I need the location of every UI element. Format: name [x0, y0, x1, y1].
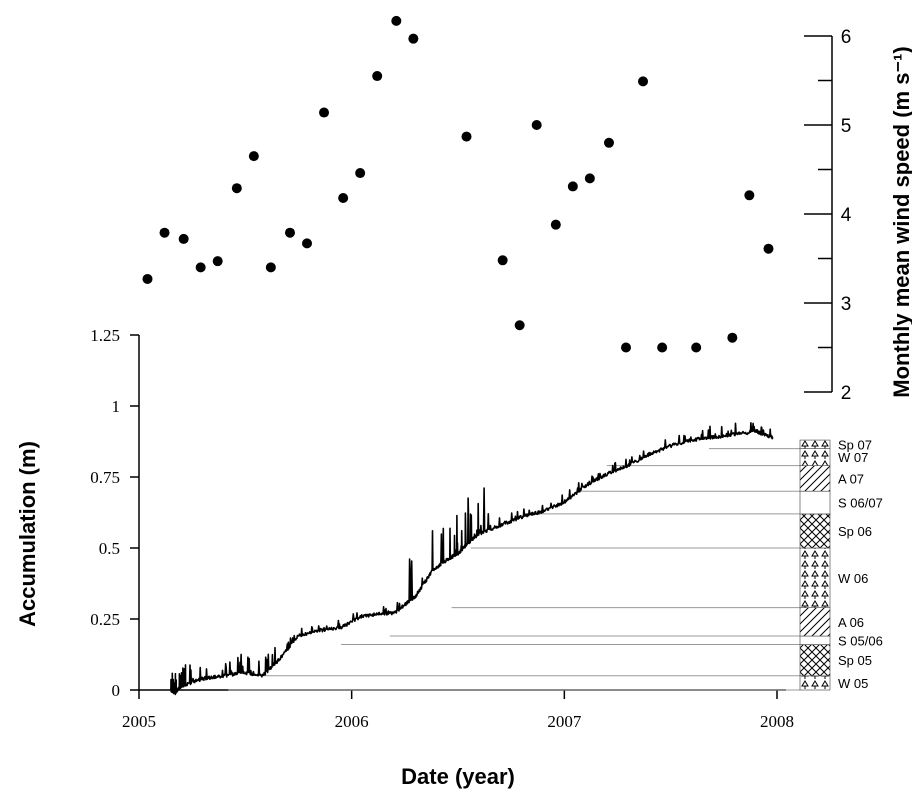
x-axis-title: Date (year) [401, 764, 515, 789]
accumulation-tick-label: 1 [112, 397, 121, 416]
wind-speed-point [531, 120, 542, 130]
season-band [799, 465, 831, 492]
wind-speed-point [248, 151, 259, 162]
wind-speed-point [621, 342, 632, 353]
wind-speed-point [408, 33, 419, 44]
wind-speed-point [603, 137, 614, 148]
wind-speed-point [265, 262, 276, 273]
wind-speed-point [212, 256, 223, 267]
season-band [799, 607, 831, 637]
wind-speed-point [372, 71, 383, 82]
wind-speed-point [302, 238, 313, 249]
accumulation-tick-label: 0 [112, 681, 121, 700]
wind-speed-point [284, 227, 295, 238]
season-band-label: S 05/06 [838, 633, 883, 648]
wind-speed-point [142, 273, 153, 284]
x-tick-label: 2006 [335, 712, 369, 731]
accumulation-line [170, 422, 774, 696]
season-band-label: Sp 07 [838, 437, 872, 452]
season-band-label: S 06/07 [838, 496, 883, 511]
wind-tick-label: 6 [841, 27, 852, 48]
wind-speed-point [355, 168, 366, 179]
season-band [799, 448, 831, 466]
wind-speed-point [497, 255, 508, 266]
wind-speed-point [691, 342, 702, 353]
wind-speed-point [567, 181, 578, 192]
season-band [799, 547, 831, 608]
accumulation-tick-label: 0.5 [99, 539, 120, 558]
wind-axis-title: Monthly mean wind speed (m s⁻¹) [889, 46, 912, 397]
wind-speed-point [638, 76, 649, 87]
x-tick-label: 2008 [760, 712, 794, 731]
wind-speed-point [178, 233, 189, 244]
x-tick-label: 2005 [122, 712, 156, 731]
season-band-label: W 07 [838, 450, 868, 465]
season-band-label: A 06 [838, 615, 864, 630]
wind-speed-point [657, 342, 668, 353]
wind-speed-point [461, 131, 472, 142]
season-band [799, 490, 831, 515]
season-band [799, 439, 831, 449]
season-band [799, 635, 831, 645]
wind-tick-label: 3 [841, 294, 852, 315]
wind-speed-point [159, 227, 170, 238]
accumulation-tick-label: 1.25 [90, 326, 120, 345]
season-band-label: W 05 [838, 676, 868, 691]
season-band-label: Sp 05 [838, 653, 872, 668]
accumulation-tick-label: 0.25 [90, 610, 120, 629]
wind-tick-label: 2 [841, 383, 852, 404]
wind-speed-point [763, 243, 774, 254]
wind-speed-point [195, 262, 206, 273]
x-tick-label: 2007 [547, 712, 582, 731]
wind-speed-point [338, 192, 349, 203]
wind-speed-point [550, 219, 561, 230]
accumulation-tick-label: 0.75 [90, 468, 120, 487]
wind-tick-label: 4 [841, 205, 852, 226]
season-band [799, 644, 831, 677]
wind-speed-point [319, 107, 330, 118]
season-band [799, 513, 831, 549]
wind-speed-point [231, 183, 242, 194]
season-band-label: Sp 06 [838, 524, 872, 539]
season-band [799, 675, 831, 691]
season-band-label: A 07 [838, 471, 864, 486]
wind-speed-point [744, 190, 755, 201]
accumulation-axis-title: Accumulation (m) [15, 441, 40, 627]
wind-speed-point [584, 173, 595, 184]
wind-speed-point [514, 320, 525, 331]
wind-tick-label: 5 [841, 116, 852, 137]
wind-speed-point [391, 15, 402, 26]
season-band-label: W 06 [838, 571, 868, 586]
wind-speed-point [727, 332, 738, 343]
